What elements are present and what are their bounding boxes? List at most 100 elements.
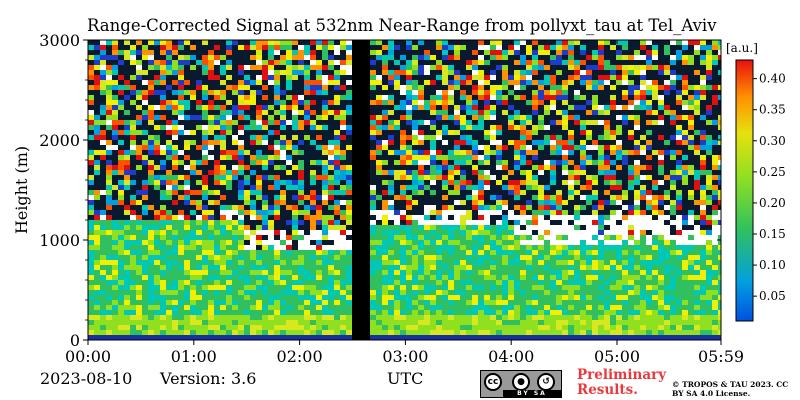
heatmap-cell xyxy=(514,40,520,45)
heatmap-cell xyxy=(502,165,508,170)
heatmap-cell xyxy=(226,285,232,290)
heatmap-cell xyxy=(340,85,346,90)
heatmap-cell xyxy=(142,140,148,145)
heatmap-cell xyxy=(280,335,286,340)
heatmap-cell xyxy=(532,65,538,70)
heatmap-cell xyxy=(124,295,130,300)
heatmap-cell xyxy=(322,250,328,255)
heatmap-cell xyxy=(160,280,166,285)
heatmap-cell xyxy=(136,265,142,270)
heatmap-cell xyxy=(424,100,430,105)
heatmap-cell xyxy=(274,230,280,235)
heatmap-cell xyxy=(112,245,118,250)
heatmap-cell xyxy=(226,315,232,320)
heatmap-cell xyxy=(226,265,232,270)
heatmap-cell xyxy=(100,235,106,240)
heatmap-cell xyxy=(376,185,382,190)
heatmap-cell xyxy=(286,195,292,200)
heatmap-cell xyxy=(562,90,568,95)
heatmap-cell xyxy=(172,200,178,205)
heatmap-cell xyxy=(520,155,526,160)
heatmap-cell xyxy=(442,320,448,325)
heatmap-cell xyxy=(352,105,358,110)
heatmap-cell xyxy=(268,250,274,255)
heatmap-cell xyxy=(358,175,364,180)
heatmap-cell xyxy=(136,50,142,55)
heatmap-cell xyxy=(364,245,370,250)
heatmap-cell xyxy=(508,305,514,310)
heatmap-cell xyxy=(100,320,106,325)
heatmap-cell xyxy=(496,180,502,185)
heatmap-cell xyxy=(544,50,550,55)
heatmap-cell xyxy=(214,50,220,55)
heatmap-cell xyxy=(172,210,178,215)
heatmap-cell xyxy=(430,275,436,280)
heatmap-cell xyxy=(334,265,340,270)
heatmap-cell xyxy=(238,315,244,320)
heatmap-cell xyxy=(328,60,334,65)
heatmap-cell xyxy=(466,110,472,115)
heatmap-cell xyxy=(322,40,328,45)
heatmap-cell xyxy=(412,60,418,65)
heatmap-cell xyxy=(256,300,262,305)
heatmap-cell xyxy=(112,120,118,125)
heatmap-cell xyxy=(124,60,130,65)
heatmap-cell xyxy=(334,65,340,70)
heatmap-cell xyxy=(172,120,178,125)
heatmap-cell xyxy=(406,170,412,175)
heatmap-cell xyxy=(376,70,382,75)
heatmap-cell xyxy=(394,200,400,205)
heatmap-cell xyxy=(442,235,448,240)
heatmap-cell xyxy=(142,225,148,230)
heatmap-cell xyxy=(208,160,214,165)
heatmap-cell xyxy=(466,85,472,90)
heatmap-cell xyxy=(298,115,304,120)
heatmap-cell xyxy=(358,140,364,145)
heatmap-cell xyxy=(532,170,538,175)
heatmap-cell xyxy=(268,165,274,170)
heatmap-cell xyxy=(382,215,388,220)
heatmap-cell xyxy=(130,200,136,205)
heatmap-cell xyxy=(556,210,562,215)
heatmap-cell xyxy=(370,150,376,155)
heatmap-cell xyxy=(310,250,316,255)
heatmap-cell xyxy=(466,190,472,195)
heatmap-cell xyxy=(430,125,436,130)
heatmap-cell xyxy=(490,310,496,315)
heatmap-cell xyxy=(304,230,310,235)
heatmap-cell xyxy=(130,310,136,315)
heatmap-cell xyxy=(460,85,466,90)
heatmap-cell xyxy=(430,315,436,320)
heatmap-cell xyxy=(460,120,466,125)
heatmap-cell xyxy=(472,325,478,330)
heatmap-cell xyxy=(544,205,550,210)
heatmap-cell xyxy=(268,320,274,325)
heatmap-cell xyxy=(274,130,280,135)
heatmap-cell xyxy=(352,285,358,290)
heatmap-cell xyxy=(178,185,184,190)
heatmap-cell xyxy=(202,335,208,340)
heatmap-cell xyxy=(202,55,208,60)
heatmap-cell xyxy=(244,235,250,240)
heatmap-cell xyxy=(88,225,94,230)
heatmap-cell xyxy=(460,210,466,215)
heatmap-cell xyxy=(370,100,376,105)
heatmap-cell xyxy=(208,275,214,280)
heatmap-cell xyxy=(262,175,268,180)
heatmap-cell xyxy=(388,300,394,305)
heatmap-cell xyxy=(358,80,364,85)
heatmap-cell xyxy=(568,180,574,185)
heatmap-cell xyxy=(394,235,400,240)
heatmap-cell xyxy=(160,190,166,195)
heatmap-cell xyxy=(184,320,190,325)
heatmap-cell xyxy=(292,205,298,210)
heatmap-cell xyxy=(334,125,340,130)
heatmap-cell xyxy=(496,135,502,140)
heatmap-cell xyxy=(106,90,112,95)
heatmap-cell xyxy=(244,275,250,280)
heatmap-cell xyxy=(364,305,370,310)
heatmap-cell xyxy=(232,335,238,340)
heatmap-cell xyxy=(484,85,490,90)
heatmap-cell xyxy=(574,155,580,160)
heatmap-cell xyxy=(382,170,388,175)
